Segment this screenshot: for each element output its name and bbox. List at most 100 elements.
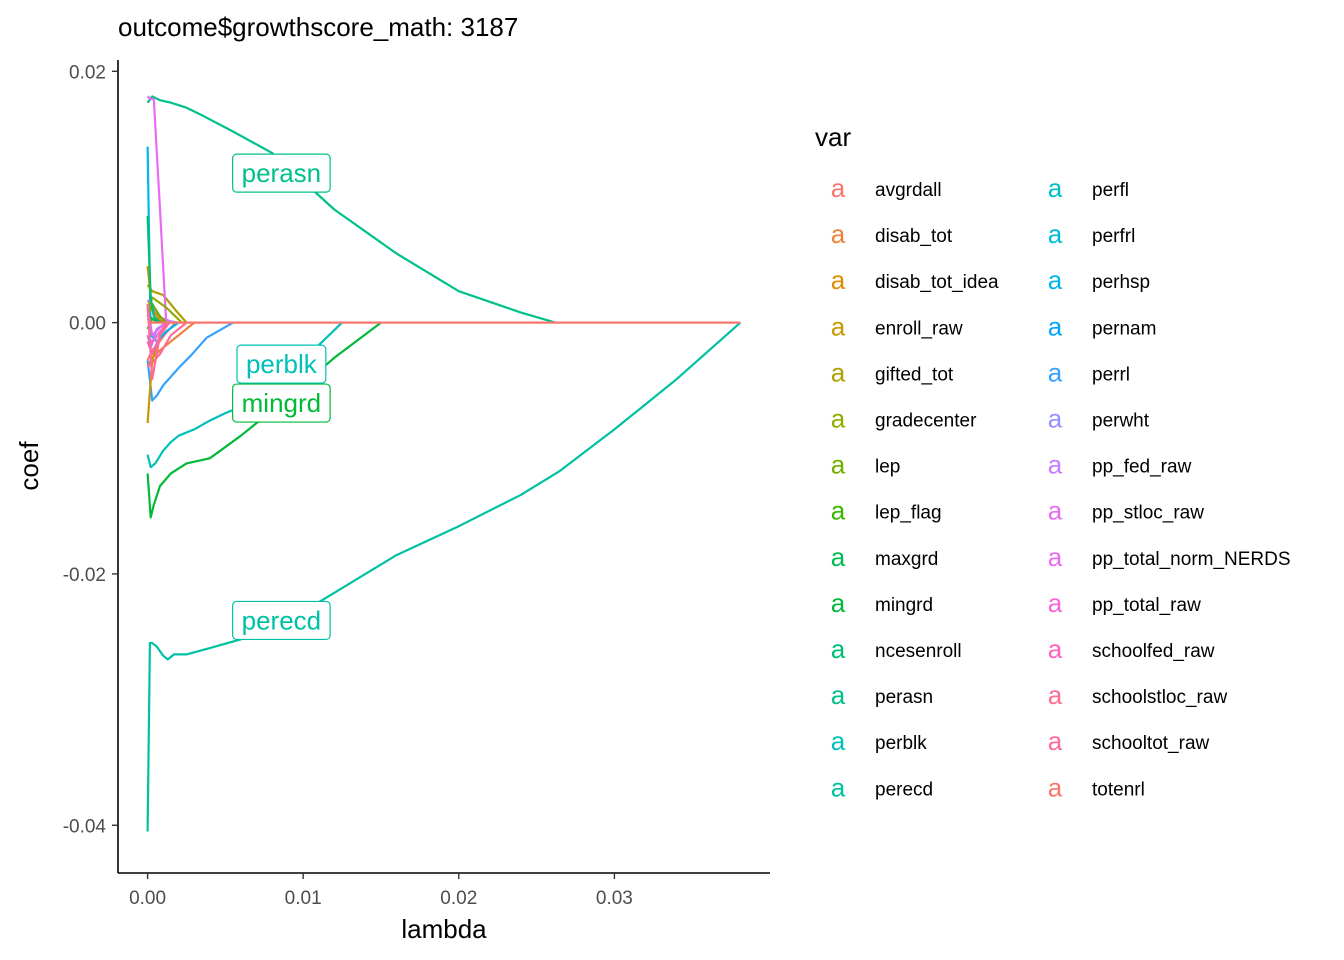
legend-item-gradecenter: a gradecenter	[831, 404, 977, 434]
legend-key: a	[1048, 219, 1063, 249]
legend-item-perhsp: a perhsp	[1048, 265, 1150, 295]
x-axis-title: lambda	[401, 914, 487, 944]
legend-key: a	[1048, 311, 1063, 341]
series-label-text: perecd	[242, 605, 322, 635]
legend-key: a	[831, 450, 846, 480]
legend-item-mingrd: a mingrd	[831, 588, 933, 618]
legend-label: perwht	[1092, 411, 1150, 432]
legend-label: pp_stloc_raw	[1092, 503, 1204, 524]
legend-item-lep-flag: a lep_flag	[831, 496, 942, 526]
legend-label: schooltot_raw	[1092, 733, 1210, 754]
legend-key: a	[1048, 680, 1063, 710]
legend-key: a	[831, 173, 846, 203]
series-label-perasn: perasn	[232, 153, 331, 193]
legend-key: a	[831, 357, 846, 387]
legend-key: a	[831, 634, 846, 664]
legend-key: a	[831, 726, 846, 756]
legend-key: a	[1048, 404, 1063, 434]
series-label-box	[232, 383, 331, 423]
y-ticks: -0.04 -0.02 0.00 0.02	[63, 62, 118, 837]
legend-key: a	[1048, 634, 1063, 664]
legend-item-perrl: a perrl	[1048, 357, 1130, 387]
series-line-pp-total-norm-nerds	[146, 95, 168, 323]
series-label-box	[236, 344, 327, 384]
series-label-text: perasn	[242, 158, 322, 188]
series-label-mingrd: mingrd	[232, 383, 331, 423]
series-line-schoolstloc-raw	[146, 303, 168, 381]
legend-item-pernam: a pernam	[1048, 311, 1157, 341]
legend-item-pp-fed-raw: a pp_fed_raw	[1048, 450, 1192, 480]
legend-item-avgrdall: a avgrdall	[831, 173, 942, 203]
legend-key: a	[831, 588, 846, 618]
series-line-ncesenroll	[146, 215, 161, 324]
x-tick-label: 0.02	[440, 888, 477, 909]
legend-key: a	[1048, 450, 1063, 480]
legend-item-totenrl: a totenrl	[1048, 772, 1145, 802]
legend-label: pp_total_norm_NERDS	[1092, 549, 1291, 570]
x-tick-label: 0.03	[596, 888, 633, 909]
legend-label: schoolfed_raw	[1092, 641, 1215, 662]
plot-area	[146, 95, 742, 832]
legend-item-perblk: a perblk	[831, 726, 927, 756]
legend-key: a	[831, 219, 846, 249]
legend-item-enroll-raw: a enroll_raw	[831, 311, 963, 341]
y-tick-label: -0.02	[63, 565, 106, 586]
legend-item-schoolstloc-raw: a schoolstloc_raw	[1048, 680, 1228, 710]
legend-label: perfrl	[1092, 226, 1135, 247]
legend-label: ncesenroll	[875, 641, 962, 662]
legend-label: totenrl	[1092, 779, 1145, 800]
legend-item-ncesenroll: a ncesenroll	[831, 634, 962, 664]
legend-label: lep_flag	[875, 503, 942, 524]
legend-key: a	[831, 680, 846, 710]
legend-key: a	[1048, 173, 1063, 203]
series-label-box	[232, 153, 331, 193]
legend-item-pp-total-norm-nerds: a pp_total_norm_NERDS	[1048, 542, 1291, 572]
legend-label: mingrd	[875, 595, 933, 616]
legend-label: lep	[875, 457, 900, 478]
legend-item-schoolfed-raw: a schoolfed_raw	[1048, 634, 1215, 664]
legend-item-perasn: a perasn	[831, 680, 933, 710]
series-line-perecd	[146, 321, 742, 832]
x-tick-label: 0.01	[285, 888, 322, 909]
series-line-perasn	[146, 95, 556, 324]
legend-label: perblk	[875, 733, 927, 754]
legend-key: a	[831, 404, 846, 434]
legend-key: a	[1048, 542, 1063, 572]
legend-label: disab_tot	[875, 226, 953, 247]
legend-label: avgrdall	[875, 180, 942, 201]
x-ticks: 0.00 0.01 0.02 0.03	[129, 873, 633, 909]
legend-item-gifted-tot: a gifted_tot	[831, 357, 954, 387]
y-tick-label: 0.00	[69, 314, 106, 335]
series-label-box	[232, 600, 331, 641]
legend-item-pp-stloc-raw: a pp_stloc_raw	[1048, 496, 1204, 526]
legend-key: a	[831, 772, 846, 802]
legend-label: perhsp	[1092, 272, 1150, 293]
series-line-lep	[146, 302, 167, 324]
legend-item-disab-tot-idea: a disab_tot_idea	[831, 265, 999, 295]
series-labels: perasn perblk mingrd perecd	[232, 153, 331, 641]
legend-label: pp_fed_raw	[1092, 457, 1192, 478]
legend-label: pernam	[1092, 318, 1156, 339]
legend-key: a	[1048, 726, 1063, 756]
legend-label: enroll_raw	[875, 318, 963, 339]
legend-label: perrl	[1092, 364, 1130, 385]
legend-item-schooltot-raw: a schooltot_raw	[1048, 726, 1210, 756]
legend-key: a	[831, 311, 846, 341]
legend-key: a	[1048, 357, 1063, 387]
legend-item-perfl: a perfl	[1048, 173, 1129, 203]
legend-item-lep: a lep	[831, 450, 901, 480]
legend-label: pp_total_raw	[1092, 595, 1201, 616]
series-label-perblk: perblk	[236, 344, 327, 384]
legend-key: a	[831, 496, 846, 526]
legend-key: a	[1048, 265, 1063, 295]
legend-item-perfrl: a perfrl	[1048, 219, 1136, 249]
legend-label: gradecenter	[875, 411, 977, 432]
legend-item-maxgrd: a maxgrd	[831, 542, 939, 572]
legend-label: disab_tot_idea	[875, 272, 999, 293]
y-tick-label: 0.02	[69, 62, 106, 83]
chart-title: outcome$growthscore_math: 3187	[118, 12, 518, 42]
y-axis-title: coef	[14, 441, 44, 491]
legend-key: a	[1048, 588, 1063, 618]
